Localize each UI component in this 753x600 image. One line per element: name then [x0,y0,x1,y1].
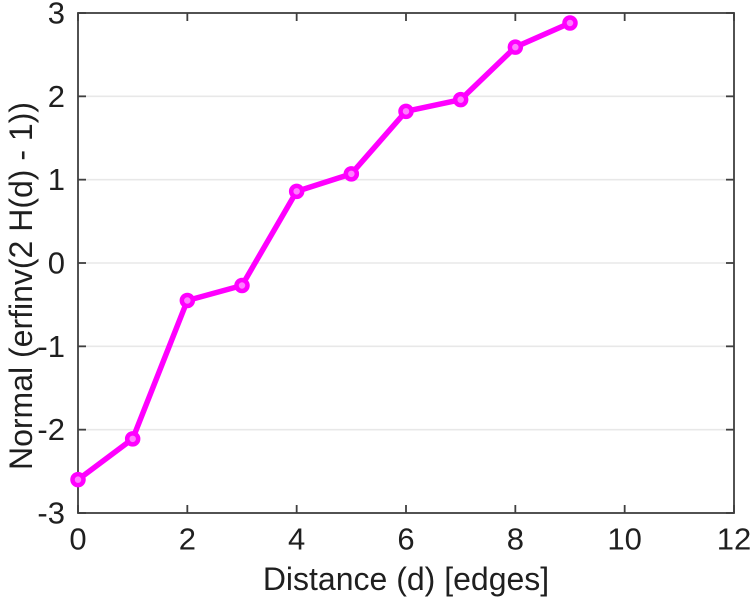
data-point-marker [452,91,469,108]
y-tick-label: -1 [37,329,65,364]
x-tick-label: 10 [607,521,641,556]
data-point-marker [507,39,524,55]
data-point-marker [124,431,141,447]
data-point-marker [343,166,360,182]
data-point-marker [398,103,414,120]
y-tick-label: -2 [37,412,65,447]
x-axis-label: Distance (d) [edges] [262,561,550,597]
y-tick-label: 3 [48,0,65,31]
y-tick-label: 0 [48,246,65,281]
data-point-marker [179,292,196,309]
x-tick-label: 12 [717,521,751,556]
x-tick-label: 8 [507,521,524,556]
data-point-marker [234,277,250,294]
series-line [75,20,573,483]
data-point-marker [562,15,578,31]
y-axis-label: Normal (erfinv(2 H(d) - 1)) [3,101,39,471]
y-tick-label: 2 [48,79,65,114]
y-tick-label: -3 [37,496,65,531]
data-point-marker [288,183,305,200]
x-tick-label: 0 [69,521,86,556]
x-tick-label: 6 [397,521,414,556]
x-tick-label: 2 [179,521,196,556]
data-point-marker [70,471,86,488]
y-tick-label: 1 [48,162,65,197]
x-tick-label: 4 [288,521,305,556]
